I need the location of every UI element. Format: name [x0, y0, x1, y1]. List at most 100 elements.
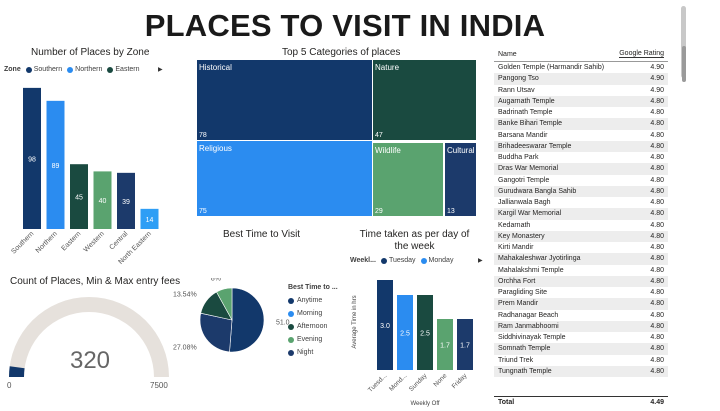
table-scrollbar[interactable]	[682, 46, 686, 82]
cell-name: Barsana Mandir	[498, 131, 548, 139]
table-row[interactable]: Banke Bihari Temple 4.80	[494, 118, 668, 130]
treemap-cell-wildlife[interactable]: Wildlife 29	[373, 143, 443, 216]
pie-data-label: 13.54%	[173, 292, 197, 299]
table-row[interactable]: Barsana Mandir 4.80	[494, 130, 668, 141]
best-time-title: Best Time to Visit	[223, 229, 301, 240]
page-scrollbar[interactable]	[681, 6, 686, 78]
cell-name: Prem Mandir	[498, 300, 539, 308]
treemap-cell-religious[interactable]: Religious 75	[197, 141, 372, 216]
weekly-bar-data-label: 1.7	[460, 343, 470, 350]
zone-category-label: Central	[108, 230, 129, 251]
table-row[interactable]: Triund Trek 4.80	[494, 355, 668, 366]
zone-bar[interactable]	[93, 171, 112, 229]
zone-bar[interactable]	[23, 87, 41, 229]
table-row[interactable]: Paragliding Site 4.80	[494, 287, 668, 298]
legend-item-eastern[interactable]: Eastern	[107, 66, 140, 73]
legend-item-night[interactable]: Night	[288, 349, 338, 356]
treemap: Historical 78 Nature 47 Religious 75 Wil…	[197, 60, 476, 216]
gauge-track[interactable]	[9, 297, 169, 377]
legend-item-monday[interactable]: Monday	[420, 257, 453, 264]
legend-dot-icon	[420, 257, 427, 264]
weekly-bar[interactable]	[377, 280, 393, 370]
table-row[interactable]: Ram Janmabhoomi 4.80	[494, 320, 668, 332]
legend-item-morning[interactable]: Morning	[288, 310, 338, 317]
weekly-category-label: None	[432, 372, 448, 388]
zone-category-label: Southern	[10, 230, 35, 255]
gauge-max-label: 7500	[150, 381, 168, 390]
table-row[interactable]: Augarnath Temple 4.80	[494, 95, 668, 107]
table-row[interactable]: Rann Utsav 4.90	[494, 85, 668, 96]
legend-item-tuesday[interactable]: Tuesday	[380, 257, 416, 264]
table-row[interactable]: Gangotri Temple 4.80	[494, 175, 668, 186]
table-row[interactable]: Kedarnath 4.80	[494, 220, 668, 231]
zone-bar[interactable]	[46, 100, 65, 229]
table-row[interactable]: Key Monastery 4.80	[494, 230, 668, 242]
weekly-bar[interactable]	[437, 319, 453, 370]
table-row[interactable]: Somnath Temple 4.80	[494, 343, 668, 355]
gauge-value: 320	[69, 347, 111, 374]
cell-name: Somnath Temple	[498, 345, 551, 353]
table-row[interactable]: Badrinath Temple 4.80	[494, 107, 668, 118]
table-row[interactable]: Golden Temple (Harmandir Sahib) 4.90	[494, 62, 668, 73]
cell-name: Rann Utsav	[498, 86, 535, 94]
table-row[interactable]: Radhanagar Beach 4.80	[494, 310, 668, 321]
table-row[interactable]: Gurudwara Bangla Sahib 4.80	[494, 185, 668, 197]
zone-bar-data-label: 14	[146, 217, 154, 224]
cell-name: Pangong Tso	[498, 75, 539, 83]
cell-name: Triund Trek	[498, 356, 534, 364]
table-row[interactable]: Pangong Tso 4.90	[494, 73, 668, 85]
total-label: Total	[498, 399, 515, 406]
legend-item-northern[interactable]: Northern	[67, 66, 102, 73]
zone-bar[interactable]	[117, 172, 135, 229]
treemap-cell-historical[interactable]: Historical 78	[197, 60, 372, 140]
legend-dot-icon	[288, 297, 294, 304]
weekly-chart-title: Time taken as per day of the week	[359, 229, 470, 252]
column-header-rating[interactable]: Google Rating	[619, 50, 664, 58]
weekly-bar[interactable]	[397, 295, 413, 370]
table-row[interactable]: Orchha Fort 4.80	[494, 275, 668, 287]
zone-bar[interactable]	[140, 208, 159, 229]
cell-rating: 4.80	[650, 356, 664, 364]
treemap-cell-nature[interactable]: Nature 47	[373, 60, 476, 140]
treemap-title: Top 5 Categories of places	[282, 47, 401, 58]
table-row[interactable]: Kargil War Memorial 4.80	[494, 208, 668, 220]
table-row[interactable]: Jallianwala Bagh 4.80	[494, 197, 668, 208]
pie-data-label: 8%	[211, 278, 221, 282]
cell-name: Dras War Memorial	[498, 165, 559, 173]
table-row[interactable]: Dras War Memorial 4.80	[494, 163, 668, 175]
zone-category-label: Northern	[35, 230, 59, 254]
cell-rating: 4.80	[650, 244, 664, 251]
cell-name: Kargil War Memorial	[498, 210, 562, 218]
weekly-bar[interactable]	[457, 319, 473, 370]
table-body[interactable]: Golden Temple (Harmandir Sahib) 4.90 Pango…	[494, 62, 668, 384]
table-row[interactable]: Brihadeeswarar Temple 4.80	[494, 140, 668, 152]
table-row[interactable]: Kirti Mandir 4.80	[494, 242, 668, 253]
caret-right-icon[interactable]: ▶	[158, 67, 163, 73]
table-row[interactable]: Mahakaleshwar Jyotirlinga 4.80	[494, 253, 668, 265]
legend-item-anytime[interactable]: Anytime	[288, 297, 338, 304]
gauge-fill[interactable]	[9, 366, 25, 377]
table-row[interactable]: Siddhivinayak Temple 4.80	[494, 332, 668, 343]
caret-right-icon[interactable]: ▶	[478, 258, 483, 264]
legend-item-afternoon[interactable]: Afternoon	[288, 323, 338, 330]
table-row[interactable]: Prem Mandir 4.80	[494, 298, 668, 310]
cell-rating: 4.80	[650, 109, 664, 116]
pie-slice-anytime[interactable]	[229, 287, 265, 353]
weekly-bar[interactable]	[417, 295, 433, 370]
zone-bar-chart: 98 Southern 89 Northern 45 Eastern 40 Western 39…	[10, 87, 159, 266]
best-time-legend-title: Best Time to ...	[288, 284, 338, 291]
table-row[interactable]: Buddha Park 4.80	[494, 152, 668, 163]
pie-slice-night[interactable]	[199, 312, 233, 353]
table-row[interactable]: Tungnath Temple 4.80	[494, 365, 668, 377]
cell-rating: 4.80	[650, 345, 664, 353]
legend-item-evening[interactable]: Evening	[288, 336, 338, 343]
column-header-name[interactable]: Name	[498, 51, 517, 58]
zone-bar[interactable]	[70, 164, 88, 229]
table-row[interactable]: Mahalakshmi Temple 4.80	[494, 265, 668, 276]
legend-item-southern[interactable]: Southern	[25, 66, 62, 73]
pie-slice-evening[interactable]	[216, 287, 233, 321]
page-title: PLACES TO VISIT IN INDIA	[144, 8, 546, 43]
cell-rating: 4.90	[650, 75, 664, 83]
treemap-cell-cultural[interactable]: Cultural 13	[445, 143, 476, 216]
weekly-bar-data-label: 2.5	[400, 331, 410, 338]
